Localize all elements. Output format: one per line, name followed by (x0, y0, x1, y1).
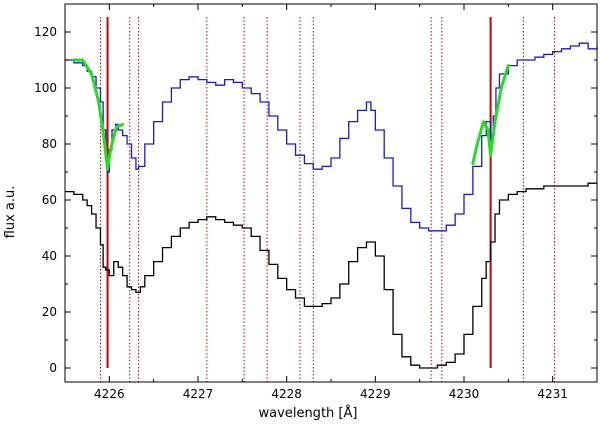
y-tick-label-2: 40 (42, 249, 57, 263)
y-tick-label-5: 100 (34, 81, 57, 95)
x-tick-label-0: 4226 (94, 387, 125, 401)
x-tick-label-4: 4230 (449, 387, 480, 401)
y-tick-label-6: 120 (34, 25, 57, 39)
y-tick-label-1: 20 (42, 305, 57, 319)
y-tick-label-3: 60 (42, 193, 57, 207)
y-axis-label: flux a.u. (3, 186, 18, 239)
series-0-line (65, 42, 598, 232)
x-tick-label-3: 4229 (360, 387, 391, 401)
x-tick-label-1: 4227 (183, 387, 214, 401)
x-axis-label: wavelength [Å] (259, 405, 358, 421)
y-tick-label-4: 80 (42, 137, 57, 151)
y-tick-label-0: 0 (49, 361, 57, 375)
x-tick-label-5: 4231 (537, 387, 568, 401)
series-2-fit-line (72, 58, 125, 171)
series-3-fit-line (471, 64, 510, 166)
series-1-line (65, 182, 597, 369)
x-tick-label-2: 4228 (271, 387, 302, 401)
